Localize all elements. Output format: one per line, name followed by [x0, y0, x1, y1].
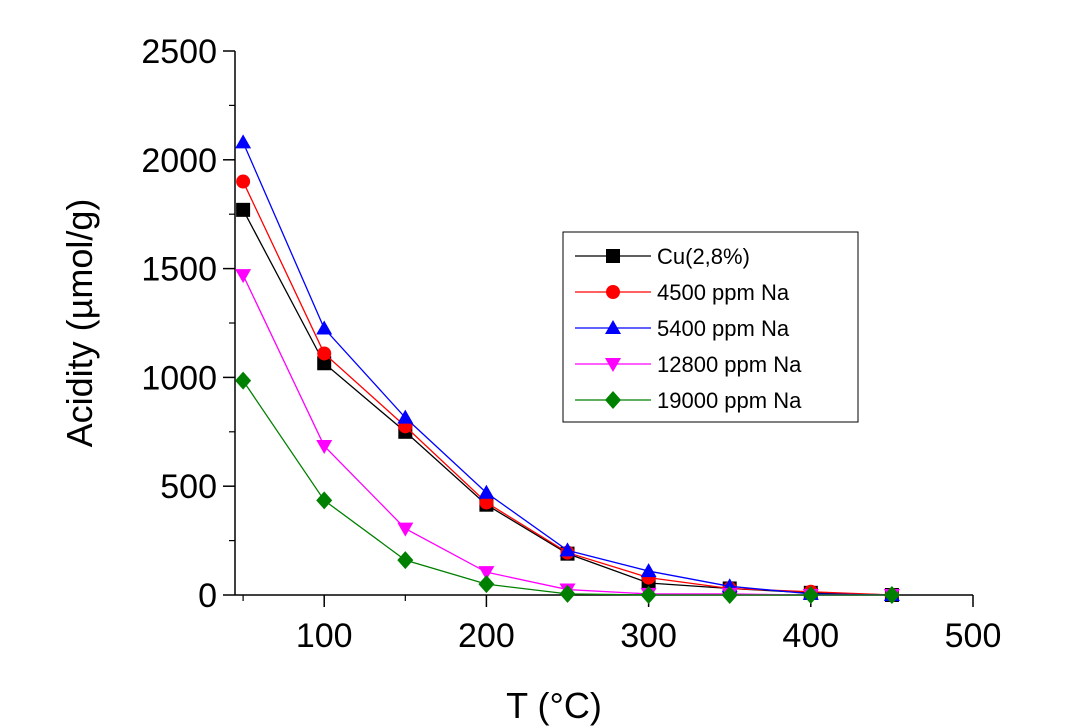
y-tick-label: 1000 [141, 359, 217, 397]
legend-marker [605, 358, 621, 372]
data-point [397, 409, 414, 424]
data-point [397, 522, 414, 537]
data-point [316, 491, 333, 510]
x-tick-label: 500 [945, 617, 1002, 655]
data-point [883, 586, 900, 604]
data-point [235, 134, 252, 149]
axes: 0 500 1000 1500 2000 2500 100 200 300 400 500 [141, 33, 1001, 655]
x-tick-label: 300 [620, 617, 677, 655]
legend-marker [605, 391, 621, 409]
data-point [316, 439, 333, 454]
series-layer [235, 134, 900, 604]
x-tick-label: 400 [782, 617, 839, 655]
legend-label: 4500 ppm Na [657, 280, 790, 305]
data-point [559, 584, 576, 603]
legend-marker [605, 320, 621, 334]
data-point [640, 563, 657, 578]
data-point [236, 202, 251, 217]
data-point [236, 174, 251, 189]
data-point [235, 269, 252, 284]
y-tick-label: 2000 [141, 142, 217, 180]
y-axis-title: Acidity (µmol/g) [59, 199, 100, 448]
legend-label: 19000 ppm Na [657, 388, 802, 413]
legend-marker [606, 285, 620, 299]
data-point [317, 356, 332, 371]
legend-label: 5400 ppm Na [657, 316, 790, 341]
legend-marker [606, 249, 620, 263]
data-point [478, 566, 495, 581]
data-point [478, 484, 495, 499]
legend: Cu(2,8%) 4500 ppm Na 5400 ppm Na 12800 ppm … [562, 231, 859, 423]
data-point [479, 495, 494, 510]
data-point [478, 575, 495, 594]
data-point [316, 320, 333, 335]
data-point [559, 542, 576, 557]
x-axis-title: T (°C) [506, 685, 602, 726]
y-tick-label: 500 [160, 468, 217, 506]
series-5 [235, 371, 900, 604]
legend-label: Cu(2,8%) [657, 244, 750, 269]
data-point [397, 551, 414, 570]
data-point [640, 586, 657, 604]
data-point [317, 346, 332, 361]
y-tick-label: 1500 [141, 251, 217, 289]
x-tick-label: 100 [296, 617, 353, 655]
data-point [235, 371, 252, 390]
y-tick-label: 0 [198, 577, 217, 615]
x-tick-label: 200 [458, 617, 515, 655]
y-tick-label: 2500 [141, 33, 217, 71]
data-point [721, 586, 738, 604]
data-point [802, 586, 819, 604]
legend-label: 12800 ppm Na [657, 352, 802, 377]
